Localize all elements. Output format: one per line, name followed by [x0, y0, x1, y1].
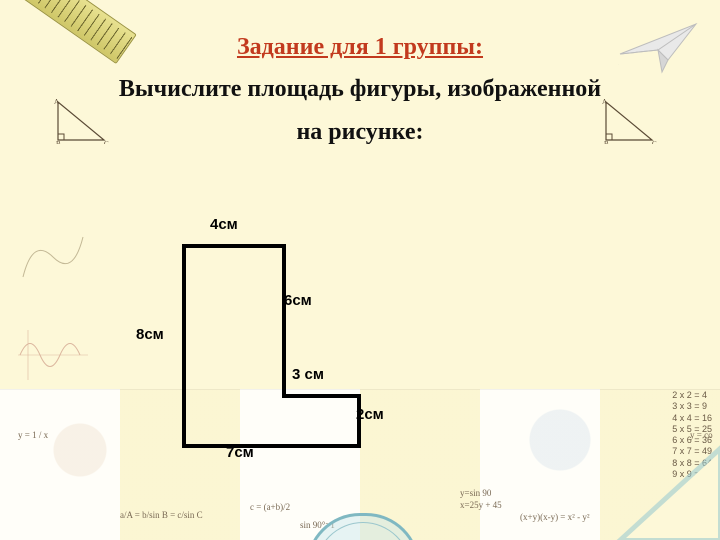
- dim-label-right-upper: 6см: [284, 292, 312, 309]
- dim-label-step: 3 см: [292, 366, 324, 383]
- formula-text: y=sin 90: [460, 488, 491, 498]
- mult-row: 3 x 3 = 9: [672, 401, 712, 412]
- formula-text: c = (a+b)/2: [250, 502, 290, 512]
- formula-text: a/A = b/sin B = c/sin C: [120, 510, 203, 520]
- mult-row: 4 x 4 = 16: [672, 413, 712, 424]
- l-shape-outline: [174, 236, 394, 476]
- mult-row: 5 x 5 = 25: [672, 424, 712, 435]
- task-text-line1: Вычислите площадь фигуры, изображенной: [0, 71, 720, 108]
- slide-page: y = 1 / x sin 90°=1 a/A = b/sin B = c/si…: [0, 0, 720, 540]
- graph-doodle-icon: [18, 330, 88, 380]
- set-square-icon: [608, 438, 720, 540]
- graph-doodle-icon: [18, 232, 88, 282]
- mult-row: 2 x 2 = 4: [672, 390, 712, 401]
- formula-text: (x+y)(x-y) = x² - y²: [520, 512, 590, 522]
- dim-label-bottom: 7см: [226, 444, 254, 461]
- slide-title: Задание для 1 группы:: [0, 34, 720, 61]
- dim-label-top: 4см: [210, 216, 238, 233]
- formula-text: y = 1 / x: [18, 430, 48, 440]
- task-text-line2: на рисунке:: [0, 114, 720, 151]
- geometry-figure: 4см 6см 8см 3 см 2см 7см: [174, 236, 434, 486]
- formula-text: x=25y + 45: [460, 500, 502, 510]
- dim-label-right-lower: 2см: [356, 406, 384, 423]
- content-block: Задание для 1 группы: Вычислите площадь …: [0, 34, 720, 151]
- dim-label-left: 8см: [136, 326, 164, 343]
